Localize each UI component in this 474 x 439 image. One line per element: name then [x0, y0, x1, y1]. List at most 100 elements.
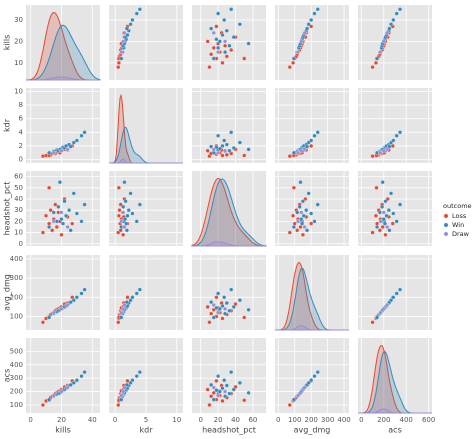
scatter-point	[375, 56, 380, 61]
scatter-point	[299, 389, 304, 394]
scatter-point	[220, 316, 225, 321]
scatter-point	[121, 210, 126, 215]
x-tick-label: 5	[144, 416, 148, 424]
scatter-point	[229, 130, 234, 135]
scatter-point	[291, 56, 296, 61]
scatter-point	[128, 298, 133, 303]
scatter-point	[223, 43, 228, 48]
scatter-point	[65, 385, 70, 390]
scatter-point	[312, 11, 317, 16]
legend-label: Draw	[452, 230, 470, 238]
panel-background	[192, 338, 266, 413]
kde-area	[275, 325, 349, 331]
scatter-point	[291, 185, 296, 190]
scatter-point	[51, 310, 56, 315]
panel-background	[358, 171, 432, 246]
scatter-point	[300, 199, 306, 204]
scatter-point	[315, 202, 320, 207]
y-tick-label: 300	[10, 374, 23, 382]
scatter-point	[65, 147, 70, 152]
scatter-point	[295, 393, 301, 398]
x-tick-label: 600	[422, 416, 435, 424]
scatter-point	[304, 208, 309, 213]
scatter-point	[394, 291, 399, 296]
scatter-point	[43, 213, 49, 218]
scatter-point	[220, 386, 225, 391]
scatter-point	[237, 140, 242, 145]
legend-marker	[443, 213, 449, 219]
scatter-point	[297, 204, 302, 209]
scatter-point	[130, 378, 135, 383]
scatter-point	[312, 374, 317, 379]
scatter-point	[315, 7, 320, 12]
scatter-point	[116, 402, 121, 408]
scatter-point	[295, 228, 300, 233]
scatter-point	[389, 298, 394, 303]
scatter-point	[315, 130, 320, 135]
scatter-point	[68, 300, 73, 305]
scatter-point	[40, 230, 46, 235]
scatter-point	[223, 311, 228, 316]
scatter-point	[123, 199, 128, 204]
scatter-point	[216, 310, 221, 315]
scatter-point	[134, 374, 139, 379]
y-tick-label: 40	[14, 195, 23, 203]
scatter-point	[389, 22, 394, 27]
y-tick-label: 30	[14, 206, 23, 214]
scatter-point	[229, 370, 234, 375]
scatter-point	[220, 153, 225, 158]
scatter-point	[119, 315, 124, 320]
kde-area	[26, 76, 100, 81]
scatter-point	[397, 202, 403, 207]
scatter-point	[79, 374, 84, 379]
scatter-point	[122, 224, 127, 230]
scatter-point	[216, 374, 221, 379]
scatter-point	[214, 295, 219, 300]
scatter-point	[211, 397, 216, 402]
x-tick-label: 0	[28, 416, 32, 424]
scatter-point	[51, 219, 56, 224]
scatter-point	[216, 133, 221, 138]
y-tick-label: 6	[19, 115, 24, 123]
scatter-point	[137, 287, 142, 292]
scatter-point	[124, 382, 129, 387]
scatter-point	[309, 211, 314, 216]
scatter-point	[309, 17, 314, 23]
scatter-point	[375, 224, 380, 230]
scatter-point	[227, 391, 232, 396]
x-tick-label: 400	[337, 416, 350, 424]
scatter-point	[242, 153, 247, 158]
scatter-point	[300, 221, 305, 226]
scatter-point	[128, 22, 133, 27]
scatter-point	[71, 191, 76, 196]
scatter-point	[385, 147, 390, 152]
scatter-point	[295, 219, 301, 224]
x-tick-label: 40	[231, 416, 240, 424]
kde-area	[358, 408, 432, 414]
scatter-point	[237, 22, 242, 27]
scatter-point	[124, 228, 129, 233]
y-axis-label: headshot_pct	[3, 182, 12, 236]
y-tick-label: 300	[10, 274, 23, 282]
scatter-point	[227, 308, 232, 313]
scatter-point	[229, 7, 234, 12]
scatter-point	[216, 291, 221, 296]
scatter-point	[130, 211, 135, 216]
scatter-point	[71, 380, 76, 385]
scatter-point	[79, 219, 84, 224]
y-tick-label: 500	[10, 347, 23, 355]
scatter-point	[301, 213, 306, 218]
scatter-point	[222, 138, 227, 143]
scatter-point	[391, 295, 396, 300]
scatter-point	[211, 150, 216, 155]
kde-area	[109, 158, 183, 164]
scatter-point	[302, 30, 307, 35]
scatter-point	[381, 39, 386, 44]
scatter-point	[373, 60, 378, 65]
y-tick-label: 200	[10, 293, 23, 301]
scatter-point	[79, 291, 84, 296]
y-tick-label: 8	[19, 101, 23, 109]
y-tick-label: 20	[14, 217, 23, 225]
legend-label: Loss	[452, 212, 467, 220]
panel-background	[275, 5, 349, 80]
